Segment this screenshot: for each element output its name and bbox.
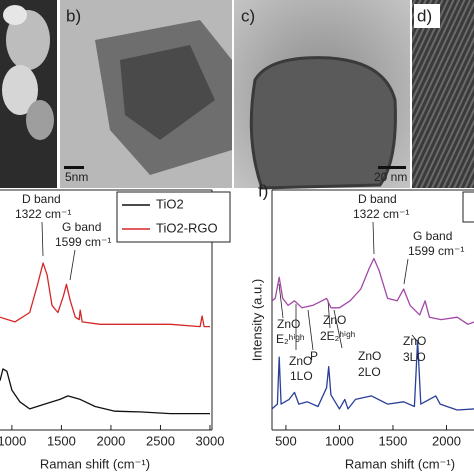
scale-bar-label: 5nm [65,170,88,184]
panel-label: d) [417,6,432,25]
spectrum-line [272,257,474,325]
annotation: G band [413,229,452,243]
annotation: ZnO [277,317,300,331]
annotation: ZnO [403,334,426,348]
x-tick-label: 3000 [196,433,225,448]
tem-image-c [234,0,410,190]
panel-label: c) [241,6,255,25]
legend-box [116,191,231,243]
annotation: 1599 cm⁻¹ [408,244,464,258]
x-tick-label: 1500 [47,433,76,448]
x-tick-label: 1000 [0,433,26,448]
annotation: 2E₂ʰⁱᵍʰ [320,329,356,343]
x-tick-label: 500 [275,433,297,448]
annotation: D band [22,192,61,206]
spectrum-line [272,340,474,411]
x-tick-label: 1500 [378,433,407,448]
annotation: 2LO [358,365,381,379]
sem-image [0,0,57,188]
plot-area [272,257,474,411]
arrows [41,221,419,351]
x-tick-label: 2000 [96,433,125,448]
panel-label: b) [66,6,81,25]
annotation: D band [358,192,397,206]
axes-f [271,189,474,431]
label-box [414,4,440,28]
annotation: E₂ʰⁱᵍʰ [276,332,305,346]
x-tick-label: 2000 [432,433,461,448]
spectrum-line [0,262,210,328]
annotation: ZnO [358,349,381,363]
annotation: 1322 cm⁻¹ [353,207,409,221]
hrtem-image [412,0,474,188]
annotation: P [310,349,318,363]
legend-label: TiO2-RGO [156,220,218,235]
annotation: G band [62,220,101,234]
legend-label: TiO2 [156,196,184,211]
plot-area [0,262,210,415]
annotation: 1322 cm⁻¹ [15,207,71,221]
x-tick-label: 1000 [325,433,354,448]
legend-box [462,191,474,223]
panel-label: f) [258,181,268,200]
spectrum-line [0,368,210,415]
annotation: ZnO [289,354,312,368]
x-tick-label: 2500 [146,433,175,448]
annotation: 1599 cm⁻¹ [55,235,111,249]
y-axis-label: Intensity (a.u.) [249,279,264,361]
scale-bar-label: 20 nm [374,170,407,184]
x-axis-label: Raman shift (cm⁻¹) [345,456,455,471]
x-axis-label: Raman shift (cm⁻¹) [40,456,150,471]
annotation: 3LO [403,350,426,364]
annotation: 1LO [290,369,313,383]
tem-image-b [60,0,232,188]
annotation: ZnO [323,313,346,327]
